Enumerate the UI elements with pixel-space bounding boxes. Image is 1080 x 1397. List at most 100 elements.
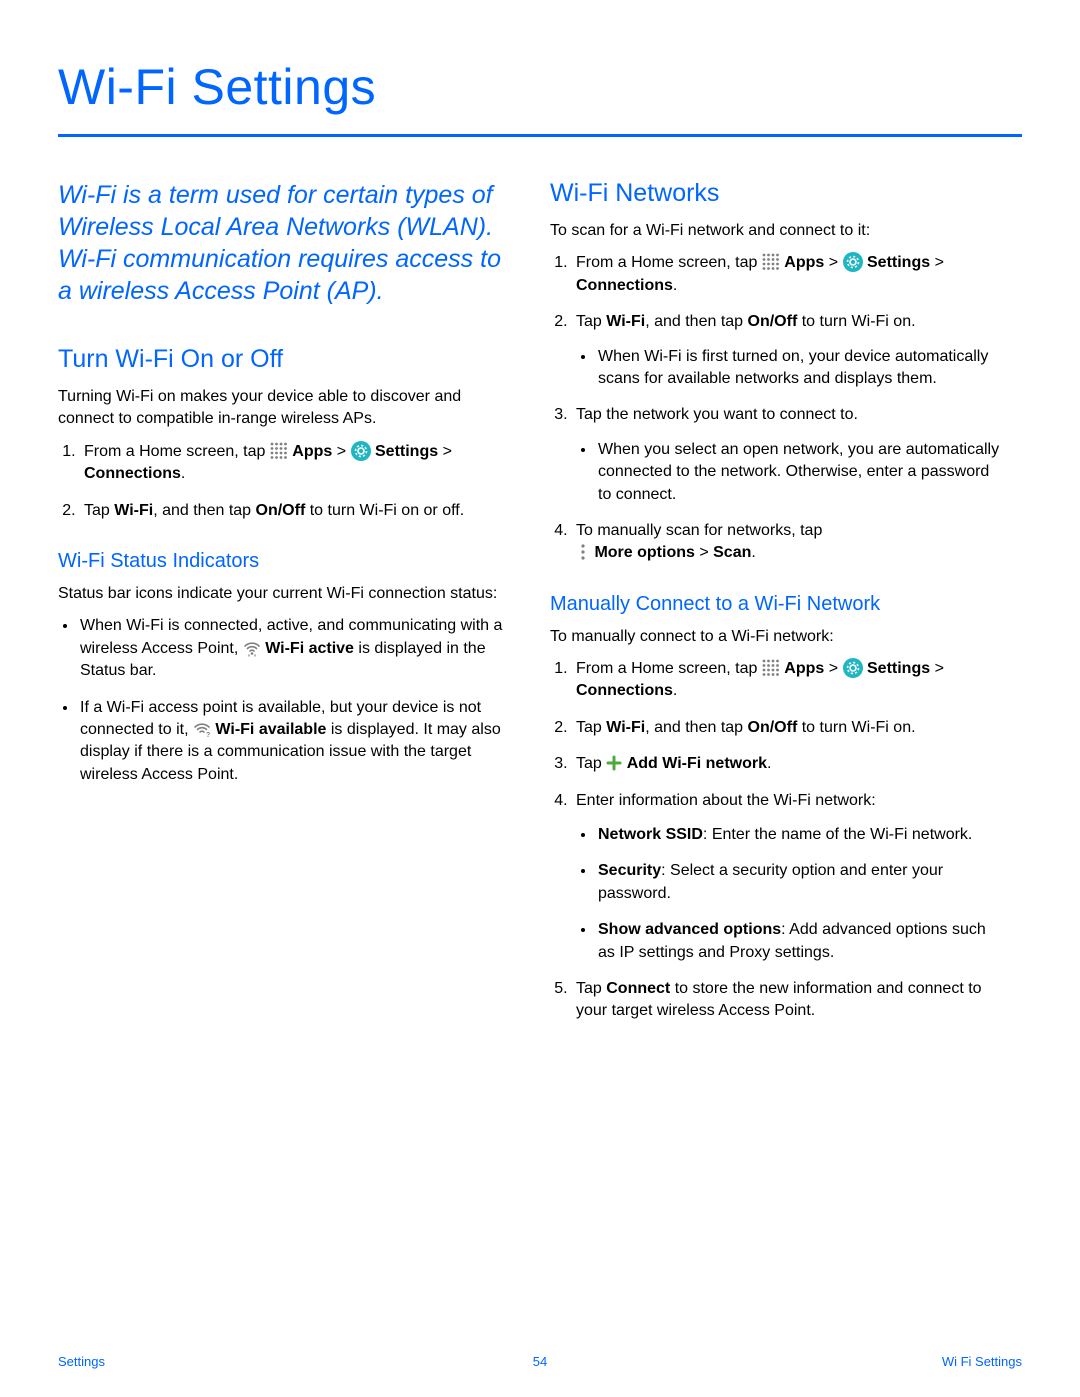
sublist: When Wi-Fi is first turned on, your devi… [576, 346, 1002, 391]
step-text: Tap [576, 755, 606, 772]
sublist: When you select an open network, you are… [576, 439, 1002, 506]
period: . [181, 465, 185, 482]
section-wifi-networks: Wi-Fi Networks [550, 179, 1002, 208]
list-item: When Wi-Fi is first turned on, your devi… [596, 346, 1002, 391]
apps-label: Apps [292, 443, 332, 460]
turn-wifi-steps: From a Home screen, tap Apps > [58, 441, 510, 522]
page-title: Wi-Fi Settings [58, 58, 1022, 137]
wifi-active-icon [243, 639, 261, 657]
subsection-manual-connect: Manually Connect to a Wi-Fi Network [550, 593, 1002, 616]
period: . [767, 755, 771, 772]
step-text: , and then tap [645, 719, 747, 736]
list-item: Tap Connect to store the new information… [572, 978, 1002, 1023]
list-item: Enter information about the Wi-Fi networ… [572, 790, 1002, 964]
list-item: Tap Wi-Fi, and then tap On/Off to turn W… [80, 500, 510, 522]
connections-label: Connections [84, 465, 181, 482]
step-text: Tap [576, 313, 606, 330]
settings-label: Settings [867, 660, 930, 677]
step-text: Tap [84, 502, 114, 519]
list-item: From a Home screen, tap Apps > [80, 441, 510, 486]
security-label: Security [598, 862, 661, 879]
list-item: Tap Wi-Fi, and then tap On/Off to turn W… [572, 311, 1002, 390]
list-item: From a Home screen, tap Apps > [572, 658, 1002, 703]
page-root: Wi-Fi Settings Wi-Fi is a term used for … [0, 0, 1080, 1397]
settings-gear-icon [843, 252, 863, 272]
gt: > [443, 443, 452, 460]
content-columns: Wi-Fi is a term used for certain types o… [58, 179, 1022, 1037]
apps-label: Apps [784, 660, 824, 677]
step-text: Enter information about the Wi-Fi networ… [576, 792, 876, 809]
gt: > [935, 254, 944, 271]
left-column: Wi-Fi is a term used for certain types o… [58, 179, 510, 1037]
step-text: , and then tap [645, 313, 747, 330]
list-item: When you select an open network, you are… [596, 439, 1002, 506]
bullet-text: : Enter the name of the Wi-Fi network. [703, 826, 972, 843]
settings-gear-icon [351, 441, 371, 461]
gt: > [829, 254, 843, 271]
step-text: Tap [576, 980, 606, 997]
step-text: From a Home screen, tap [84, 443, 270, 460]
step-text: From a Home screen, tap [576, 254, 762, 271]
connections-label: Connections [576, 277, 673, 294]
gt: > [337, 443, 351, 460]
onoff-label: On/Off [748, 719, 798, 736]
apps-grid-icon [270, 442, 288, 460]
step-text: From a Home screen, tap [576, 660, 762, 677]
section-turn-wifi: Turn Wi-Fi On or Off [58, 345, 510, 374]
turn-wifi-desc: Turning Wi-Fi on makes your device able … [58, 386, 510, 431]
period: . [673, 277, 677, 294]
gt: > [935, 660, 944, 677]
step-text: Tap [576, 719, 606, 736]
step-text: to turn Wi-Fi on. [797, 313, 915, 330]
add-wifi-label: Add Wi-Fi network [627, 755, 767, 772]
wifi-label: Wi-Fi [606, 719, 645, 736]
apps-label: Apps [784, 254, 824, 271]
connections-label: Connections [576, 682, 673, 699]
settings-label: Settings [867, 254, 930, 271]
ssid-label: Network SSID [598, 826, 703, 843]
settings-gear-icon [843, 658, 863, 678]
wifi-active-label: Wi-Fi active [265, 640, 354, 657]
list-item: Tap the network you want to connect to. … [572, 404, 1002, 506]
gt: > [829, 660, 843, 677]
list-item: If a Wi-Fi access point is available, bu… [78, 697, 510, 787]
sublist: Network SSID: Enter the name of the Wi-F… [576, 824, 1002, 964]
more-options-label: More options [594, 544, 694, 561]
intro-text: Wi-Fi is a term used for certain types o… [58, 179, 508, 307]
wifi-label: Wi-Fi [114, 502, 153, 519]
footer-right: Wi Fi Settings [942, 1354, 1022, 1369]
scan-label: Scan [713, 544, 751, 561]
gt: > [695, 544, 713, 561]
step-text: Tap the network you want to connect to. [576, 406, 858, 423]
list-item: When Wi-Fi is connected, active, and com… [78, 615, 510, 682]
status-desc: Status bar icons indicate your current W… [58, 583, 510, 605]
list-item: Show advanced options: Add advanced opti… [596, 919, 1002, 964]
step-text: To manually scan for networks, tap [576, 522, 822, 539]
footer-left: Settings [58, 1354, 105, 1369]
apps-grid-icon [762, 659, 780, 677]
page-footer: Settings 54 Wi Fi Settings [0, 1354, 1080, 1369]
more-options-icon [576, 543, 590, 561]
networks-steps: From a Home screen, tap Apps > [550, 252, 1002, 564]
plus-icon [606, 755, 622, 771]
list-item: To manually scan for networks, tap More … [572, 520, 1002, 565]
footer-page-number: 54 [533, 1354, 547, 1369]
wifi-available-label: Wi-Fi available [215, 721, 326, 738]
advanced-label: Show advanced options [598, 921, 781, 938]
list-item: Tap Wi-Fi, and then tap On/Off to turn W… [572, 717, 1002, 739]
right-column: Wi-Fi Networks To scan for a Wi-Fi netwo… [550, 179, 1002, 1037]
status-bullets: When Wi-Fi is connected, active, and com… [58, 615, 510, 786]
connect-label: Connect [606, 980, 670, 997]
settings-label: Settings [375, 443, 438, 460]
period: . [751, 544, 755, 561]
list-item: Security: Select a security option and e… [596, 860, 1002, 905]
manual-desc: To manually connect to a Wi-Fi network: [550, 626, 1002, 648]
step-text: , and then tap [153, 502, 255, 519]
step-text: to turn Wi-Fi on or off. [305, 502, 464, 519]
onoff-label: On/Off [256, 502, 306, 519]
list-item: Tap Add Wi-Fi network. [572, 753, 1002, 775]
step-text: to turn Wi-Fi on. [797, 719, 915, 736]
networks-desc: To scan for a Wi-Fi network and connect … [550, 220, 1002, 242]
apps-grid-icon [762, 253, 780, 271]
period: . [673, 682, 677, 699]
